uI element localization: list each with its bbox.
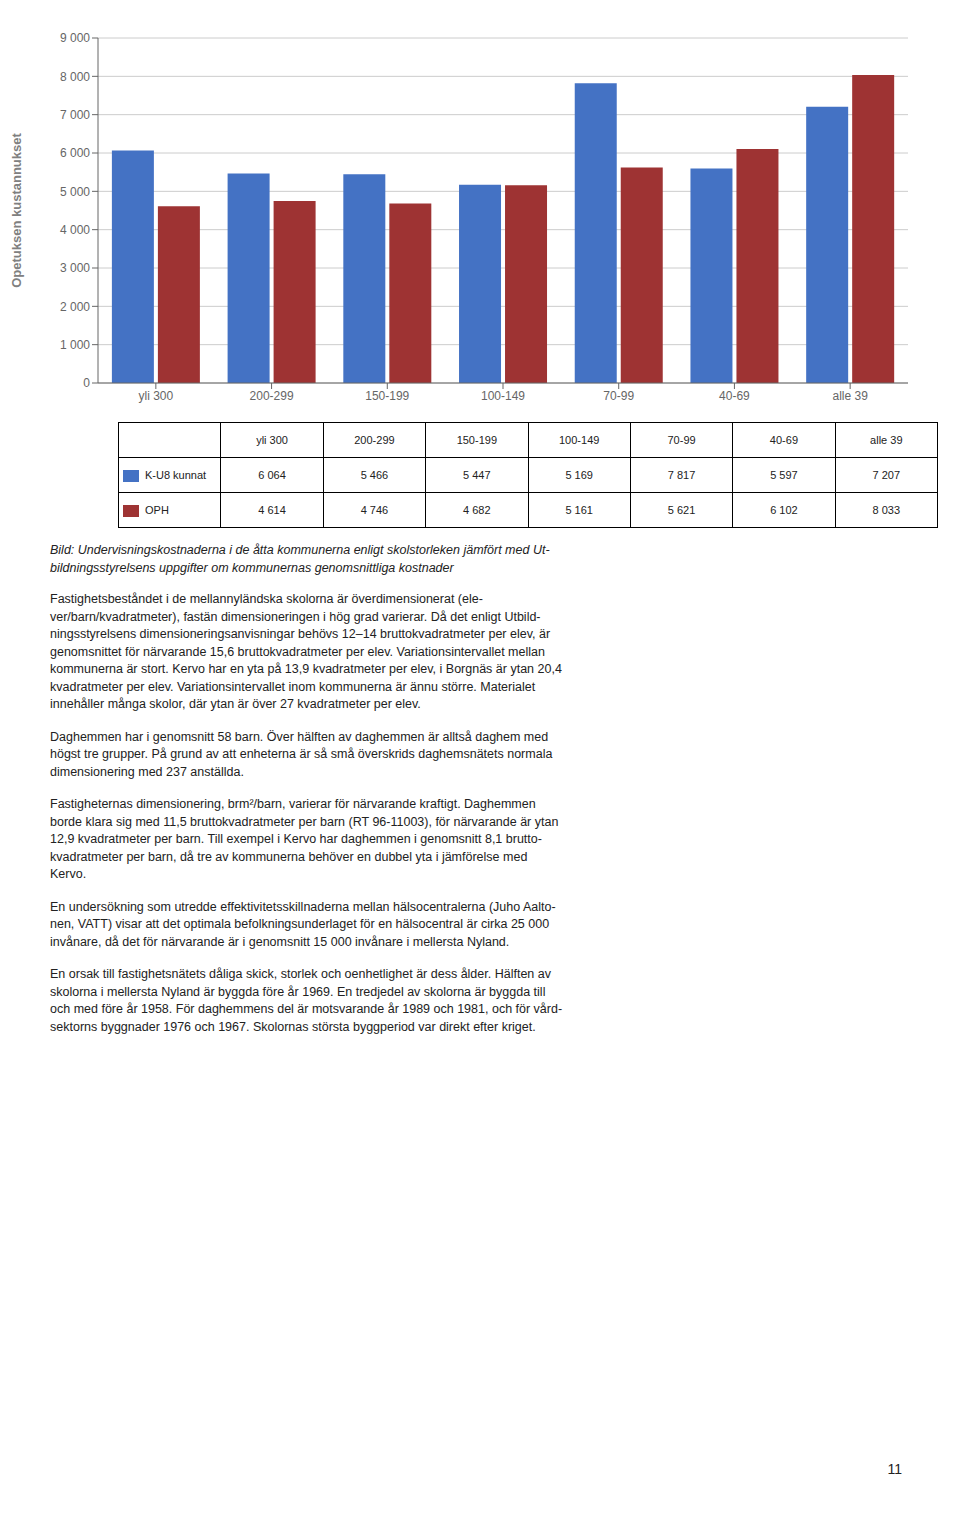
html-text:4 682: 4 682 bbox=[463, 504, 491, 516]
svg-text:150-199: 150-199 bbox=[365, 389, 409, 403]
svg-text:Opetuksen kustannukset: Opetuksen kustannukset bbox=[9, 133, 24, 288]
svg-text:9 000: 9 000 bbox=[60, 31, 90, 45]
html-text:200-299: 200-299 bbox=[354, 434, 395, 446]
html-text:yli 300: yli 300 bbox=[256, 434, 288, 446]
html-text:OPH: OPH bbox=[145, 504, 169, 517]
html-text:40-69: 40-69 bbox=[769, 434, 798, 446]
svg-text:yli 300: yli 300 bbox=[139, 389, 174, 403]
html-text:Kervo.: Kervo. bbox=[50, 867, 87, 881]
svg-text:200-299: 200-299 bbox=[250, 389, 294, 403]
html-text:En orsak till fastighetsnätets: En orsak till fastighetsnätets dåliga sk… bbox=[50, 967, 551, 981]
html-text:Fastighetsbeståndet i de mella: Fastighetsbeståndet i de mellannyländska… bbox=[50, 592, 483, 606]
html-text:högst tre grupper. På grund av: högst tre grupper. På grund av att enhet… bbox=[50, 747, 553, 761]
svg-text:8 000: 8 000 bbox=[60, 70, 90, 84]
html-text:6 064: 6 064 bbox=[258, 469, 286, 481]
html-text:150-199: 150-199 bbox=[456, 434, 497, 446]
html-text:sektorns byggnader 1976 och 19: sektorns byggnader 1976 och 1967. Skolor… bbox=[50, 1019, 536, 1034]
html-text:4 746: 4 746 bbox=[360, 504, 389, 516]
svg-text:6 000: 6 000 bbox=[60, 146, 90, 160]
html-text:4 614: 4 614 bbox=[258, 504, 286, 516]
html-text:5 447: 5 447 bbox=[463, 469, 491, 481]
svg-text:7 000: 7 000 bbox=[60, 108, 90, 122]
html-text:alle 39: alle 39 bbox=[870, 434, 903, 446]
svg-text:3 000: 3 000 bbox=[60, 261, 90, 275]
html-text:dimensionering med 237 anställ: dimensionering med 237 anställda. bbox=[50, 764, 244, 779]
html-text:borde klara sig med 11,5 brutt: borde klara sig med 11,5 bruttokvadratme… bbox=[50, 814, 559, 829]
svg-text:40-69: 40-69 bbox=[719, 389, 750, 403]
html-text:ningsstyrelsens dimensionering: ningsstyrelsens dimensioneringsanvisning… bbox=[50, 627, 550, 641]
svg-text:4 000: 4 000 bbox=[60, 223, 90, 237]
svg-text:1 000: 1 000 bbox=[60, 338, 90, 352]
svg-text:100-149: 100-149 bbox=[481, 389, 525, 403]
html-text:70-99: 70-99 bbox=[667, 434, 696, 446]
html-text:genomsnittet för närvarande 15: genomsnittet för närvarande 15,6 bruttok… bbox=[50, 644, 545, 659]
html-text:5 466: 5 466 bbox=[360, 469, 389, 481]
html-text:Fastigheternas dimensionering,: Fastigheternas dimensionering, brm²/barn… bbox=[50, 797, 536, 811]
svg-text:5 000: 5 000 bbox=[60, 185, 90, 199]
html-text:6 102: 6 102 bbox=[770, 504, 798, 516]
html-text:ver/barn/kvadratmeter), fastän: ver/barn/kvadratmeter), fastän dimension… bbox=[50, 609, 541, 624]
html-text:12,9 kvadratmeter per barn. Ti: 12,9 kvadratmeter per barn. Till exempel… bbox=[50, 832, 542, 846]
html-text:kvadratmeter per elev. Variati: kvadratmeter per elev. Variationsinterva… bbox=[50, 679, 536, 694]
html-text:och med före år 1958. För dagh: och med före år 1958. För daghemmens del… bbox=[50, 1002, 563, 1016]
svg-text:70-99: 70-99 bbox=[603, 389, 634, 403]
html-text:innehåller många skolor, där y: innehåller många skolor, där ytan är öve… bbox=[50, 697, 421, 711]
html-text:100-149: 100-149 bbox=[559, 434, 600, 446]
html-text:5 597: 5 597 bbox=[770, 469, 798, 481]
html-text:8 033: 8 033 bbox=[872, 504, 901, 516]
html-text:invånare, då det för närvarand: invånare, då det för närvarande är i gen… bbox=[50, 934, 510, 949]
svg-text:0: 0 bbox=[83, 376, 90, 390]
html-text:bildningsstyrelsens uppgifter: bildningsstyrelsens uppgifter om kommune… bbox=[50, 560, 454, 575]
html-text:Bild: Undervisningskostnaderna: Bild: Undervisningskostnaderna i de åtta… bbox=[50, 543, 550, 557]
svg-text:2 000: 2 000 bbox=[60, 300, 90, 314]
html-text:5 621: 5 621 bbox=[667, 504, 696, 516]
html-text:7 207: 7 207 bbox=[872, 469, 901, 481]
html-text:11: 11 bbox=[887, 1461, 902, 1477]
html-text:K-U8 kunnat: K-U8 kunnat bbox=[145, 469, 207, 482]
html-text:7 817: 7 817 bbox=[667, 469, 696, 481]
svg-text:alle 39: alle 39 bbox=[832, 389, 868, 403]
html-text:5 161: 5 161 bbox=[565, 504, 593, 516]
html-text:nen, VATT) visar att det optim: nen, VATT) visar att det optimala befolk… bbox=[50, 917, 550, 931]
html-text:kommunerna är stort. Kervo har: kommunerna är stort. Kervo har en yta på… bbox=[50, 662, 562, 676]
html-text:En undersökning som utredde ef: En undersökning som utredde effektivitet… bbox=[50, 899, 556, 914]
html-text:skolorna i mellersta Nyland är: skolorna i mellersta Nyland är byggda fö… bbox=[50, 984, 546, 999]
html-text:Daghemmen har i genomsnitt 58: Daghemmen har i genomsnitt 58 barn. Över… bbox=[50, 729, 549, 744]
html-text:5 169: 5 169 bbox=[565, 469, 593, 481]
html-text:kvadratmeter per barn, då tre: kvadratmeter per barn, då tre av kommune… bbox=[50, 849, 528, 864]
